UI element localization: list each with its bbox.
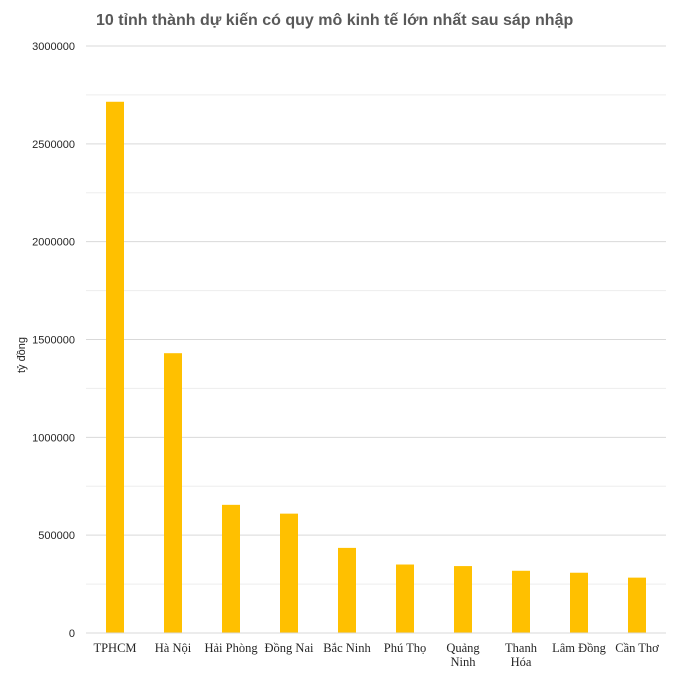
- x-tick-label: Phú Thọ: [384, 641, 427, 655]
- bar: [280, 513, 298, 633]
- x-tick-label: Hà Nội: [155, 641, 192, 655]
- x-tick-label: Thanh Hóa: [505, 641, 538, 669]
- x-tick-label: Quảng Ninh: [446, 641, 480, 669]
- y-axis-label: tỷ đồng: [16, 337, 28, 373]
- y-tick-label: 500000: [38, 530, 75, 542]
- grid-lines: [86, 45, 666, 585]
- bar: [396, 564, 414, 633]
- y-tick-label: 2500000: [32, 139, 75, 151]
- x-tick-label: Lâm Đồng: [552, 641, 607, 655]
- chart-title: 10 tỉnh thành dự kiến có quy mô kinh tế …: [96, 12, 573, 29]
- y-tick-label: 1500000: [32, 335, 75, 347]
- y-tick-label: 2000000: [32, 237, 75, 249]
- x-tick-label: Hải Phòng: [204, 641, 258, 655]
- bar: [570, 572, 588, 633]
- y-tick-label: 1000000: [32, 432, 75, 444]
- bars: [106, 101, 646, 633]
- bar: [454, 566, 472, 633]
- x-tick-label: TPHCM: [93, 641, 136, 655]
- x-tick-label: Đồng Nai: [265, 641, 314, 655]
- bar: [338, 547, 356, 633]
- y-tick-label: 0: [69, 628, 75, 640]
- x-tick-label: Cần Thơ: [615, 641, 659, 655]
- bar: [106, 101, 124, 633]
- x-tick-label: Bắc Ninh: [323, 641, 371, 655]
- x-axis-ticks: TPHCM Hà Nội Hải Phòng Đồng Nai Bắc Ninh Phú …: [93, 641, 659, 669]
- bar: [222, 504, 240, 633]
- y-tick-label: 3000000: [32, 41, 75, 53]
- y-axis-ticks: 0 500000 1000000 1500000 2000000 2500000 30000…: [32, 41, 75, 640]
- bar: [164, 353, 182, 633]
- bar: [512, 570, 530, 633]
- bar: [628, 577, 646, 633]
